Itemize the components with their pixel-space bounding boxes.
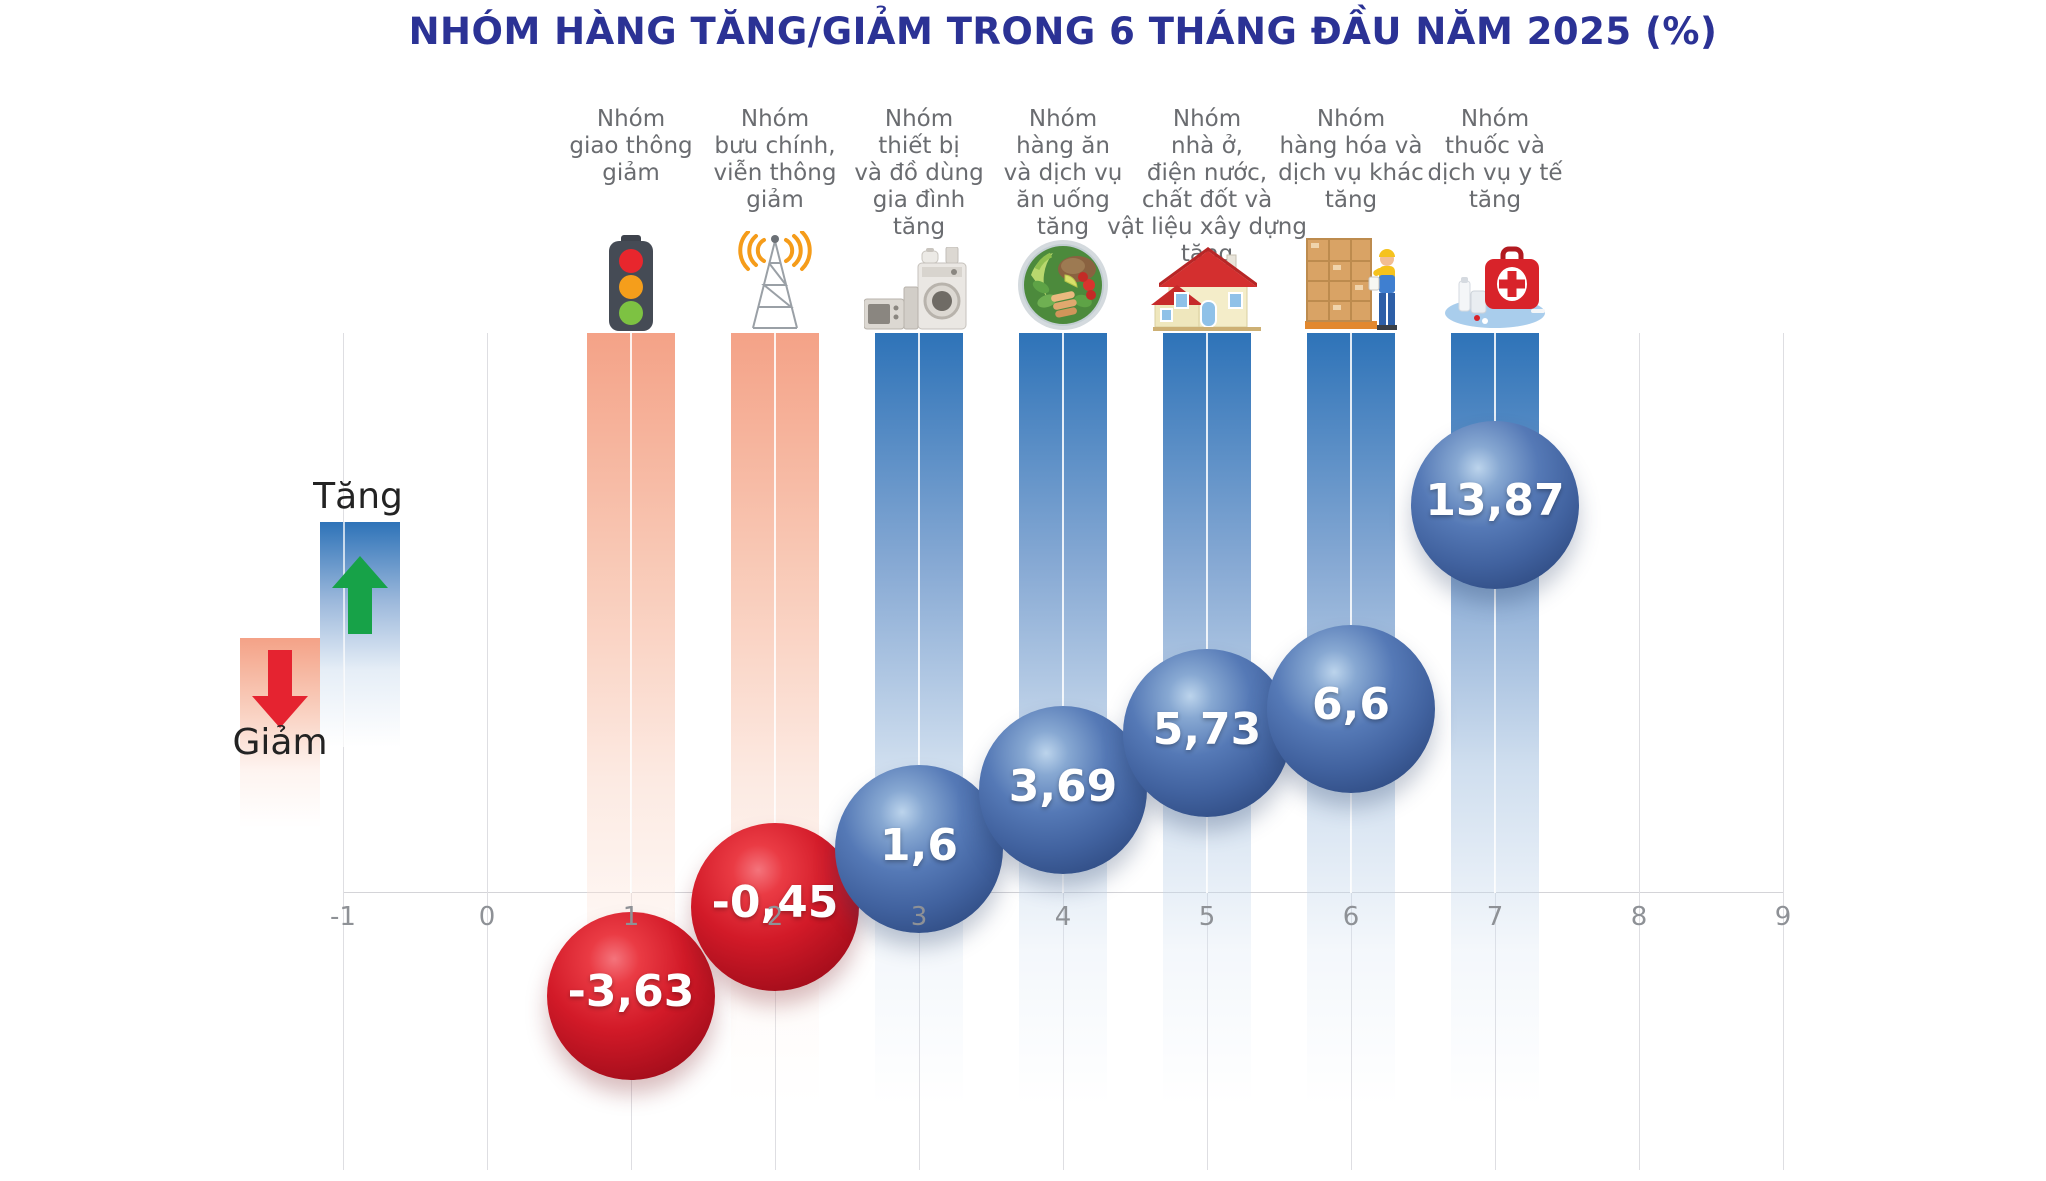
category-label: Nhóm giao thông giảm [569,106,693,186]
food-bowl-icon [1017,239,1109,331]
x-tick-label: 3 [910,902,928,932]
x-tick-label: 8 [1630,902,1648,932]
goods-worker-icon [1299,233,1403,331]
gridline-overlay [343,522,345,747]
x-tick-label: 2 [766,902,784,932]
up-arrow-icon [332,556,388,634]
home-appliances-icon [863,246,974,331]
traffic-light-icon [601,235,661,331]
category-label: Nhóm thuốc và dịch vụ y tế tăng [1427,106,1563,213]
category-label: Nhóm hàng hóa và dịch vụ khác tăng [1278,106,1424,213]
value-sphere: -3,63 [547,911,715,1080]
value-sphere: 13,87 [1411,420,1579,589]
sphere-value-label: -0,45 [711,877,839,929]
gridline-overlay [1206,333,1208,893]
legend-decrease-label: Giảm [232,722,328,763]
value-sphere: 5,73 [1123,649,1291,818]
sphere-value-label: 6,6 [1312,679,1390,731]
category-column [875,333,963,1105]
gridline-overlay [1062,333,1064,893]
value-sphere: 6,6 [1267,624,1435,793]
x-tick-label: -1 [330,902,356,932]
x-tick-label: 4 [1054,902,1072,932]
x-gridline [343,333,344,1170]
sphere-value-label: -3,63 [567,966,695,1018]
legend-increase-label: Tăng [313,476,403,517]
x-tick-label: 9 [1774,902,1792,932]
house-icon [1151,243,1263,331]
sphere-value-label: 3,69 [1008,760,1118,812]
gridline-overlay [1350,333,1352,893]
value-sphere: 1,6 [835,765,1003,934]
x-tick-label: 0 [478,902,496,932]
gridline-overlay [630,333,632,893]
value-sphere: -0,45 [691,822,859,991]
gridline-overlay [1494,333,1496,893]
x-gridline [1639,333,1640,1170]
x-tick-label: 5 [1198,902,1216,932]
category-label: Nhóm hàng ăn và dịch vụ ăn uống tăng [1003,106,1123,240]
gridline-overlay [918,333,920,893]
down-arrow-icon [252,650,308,728]
x-tick-label: 7 [1486,902,1504,932]
category-label: Nhóm nhà ở, điện nước, chất đốt và vật l… [1107,106,1307,267]
radio-tower-icon [727,230,823,331]
category-label: Nhóm bưu chính, viễn thông giảm [713,106,837,213]
x-tick-label: 6 [1342,902,1360,932]
x-gridline [487,333,488,1170]
sphere-value-label: 13,87 [1425,475,1565,527]
gridline-overlay [774,333,776,893]
sphere-value-label: 5,73 [1152,703,1262,755]
first-aid-kit-icon [1443,239,1547,331]
chart-title: NHÓM HÀNG TĂNG/GIẢM TRONG 6 THÁNG ĐẦU NĂ… [408,10,1718,53]
value-sphere: 3,69 [979,706,1147,875]
sphere-value-label: 1,6 [880,819,958,871]
category-label: Nhóm thiết bị và đồ dùng gia đình tăng [854,106,984,240]
x-tick-label: 1 [622,902,640,932]
x-gridline [1783,333,1784,1170]
